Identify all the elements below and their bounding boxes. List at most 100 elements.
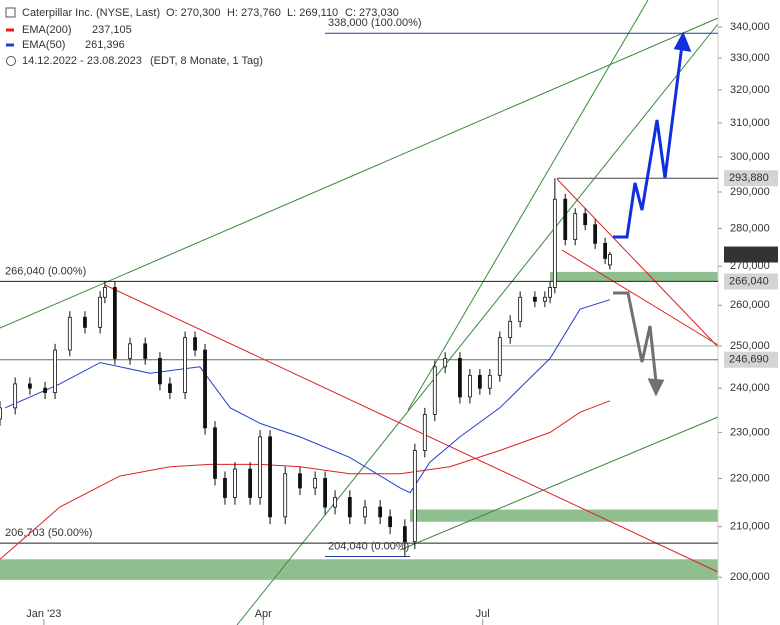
- y-tick-label: 210,000: [730, 521, 770, 533]
- candle-body: [552, 198, 557, 288]
- candle-body: [112, 287, 117, 359]
- arrow-head: [647, 378, 665, 397]
- candle-body: [533, 296, 537, 302]
- quote: L: 269,110: [287, 7, 338, 19]
- header: Caterpillar Inc. (NYSE, Last) O: 270,300…: [5, 7, 399, 67]
- details: (EDT, 8 Monate, 1 Tag): [150, 55, 263, 67]
- y-tick-label: 230,000: [730, 426, 770, 438]
- ema-line: [0, 400, 611, 560]
- price-tag-label: 273,030: [729, 248, 769, 260]
- candle-body: [583, 213, 588, 226]
- legend-value: 237,105: [92, 24, 132, 36]
- candle-body: [542, 296, 547, 302]
- price-tag: [724, 273, 778, 290]
- candle-body: [593, 224, 598, 244]
- title: Caterpillar Inc. (NYSE, Last): [22, 7, 160, 19]
- candle-body: [573, 213, 578, 240]
- trend-line: [561, 249, 719, 346]
- candle-body: [378, 506, 383, 518]
- price-tag-label: 246,690: [729, 354, 769, 366]
- date-range: 14.12.2022 - 23.08.2023: [22, 55, 142, 67]
- y-tick-label: 330,000: [730, 52, 770, 64]
- candle-body: [443, 358, 448, 368]
- candle-body: [213, 427, 217, 479]
- level-label: 204,040 (0.00%): [328, 540, 409, 552]
- y-tick-label: 300,000: [730, 151, 770, 163]
- y-tick-label: 290,000: [730, 186, 770, 198]
- y-tick-label: 250,000: [730, 340, 770, 352]
- candle-body: [223, 478, 227, 498]
- levels: 338,000 (100.00%) 266,040 (0.00%) 206,703 …: [0, 17, 718, 558]
- candle-body: [563, 198, 568, 240]
- candle-body: [603, 242, 608, 259]
- arrow-head: [673, 31, 692, 52]
- forecast-down: [613, 291, 658, 383]
- candle-body: [0, 407, 2, 420]
- candle-body: [248, 468, 253, 498]
- candle-body: [258, 436, 262, 498]
- trend-lines: [0, 0, 719, 625]
- plot: [0, 178, 612, 560]
- y-tick-label: 310,000: [730, 117, 770, 129]
- candle-body: [313, 478, 318, 489]
- icon: [5, 7, 16, 18]
- candle-body: [508, 320, 513, 339]
- candle-body: [298, 473, 302, 489]
- y-tick-label: 240,000: [730, 382, 770, 394]
- candle-body: [193, 337, 197, 351]
- candle-body: [458, 358, 462, 398]
- candle-body: [412, 450, 417, 542]
- candle-body: [608, 254, 612, 266]
- candle-body: [168, 383, 172, 393]
- candle-body: [98, 296, 103, 328]
- candle-body: [233, 468, 237, 498]
- candle-body: [333, 497, 337, 508]
- price-tag: [724, 170, 778, 187]
- candle-body: [518, 296, 523, 322]
- candle-body: [158, 358, 162, 385]
- candle-body: [13, 383, 18, 409]
- trend-line: [556, 178, 719, 348]
- y-tick-label: 200,000: [730, 571, 770, 583]
- x-tick-label: Apr: [255, 608, 272, 620]
- level-label: 206,703 (50.00%): [5, 527, 92, 539]
- candle-body: [53, 349, 57, 393]
- icon: [6, 56, 16, 66]
- level-label: 266,040 (0.00%): [5, 265, 86, 277]
- level-label: 338,000 (100.00%): [328, 17, 422, 29]
- candle-body: [497, 337, 502, 376]
- y-tick-label: 220,000: [730, 472, 770, 484]
- candle-body: [203, 349, 207, 429]
- zone: [550, 271, 718, 282]
- trend-line: [104, 284, 719, 573]
- candle-body: [347, 497, 352, 518]
- candle-body: [487, 374, 492, 389]
- x-tick-label: Jul: [476, 608, 490, 620]
- legend-label: EMA(50): [22, 39, 65, 51]
- legend-label: EMA(200): [22, 24, 72, 36]
- candle-body: [548, 287, 552, 298]
- zone: [0, 559, 718, 580]
- candle-body: [268, 436, 272, 518]
- zone: [410, 509, 718, 522]
- quote: H: 273,760: [227, 7, 281, 19]
- y-tick-label: 260,000: [730, 299, 770, 311]
- candle-body: [388, 516, 393, 528]
- trend-line: [407, 0, 649, 411]
- ema-line: [4, 299, 611, 494]
- candle-body: [432, 366, 437, 415]
- forecast-arrows: [613, 31, 692, 397]
- y-tick-label: 340,000: [730, 21, 770, 33]
- candle-body: [143, 343, 148, 359]
- candle-body: [402, 526, 407, 542]
- candle-body: [363, 506, 367, 518]
- trend-line: [0, 17, 719, 329]
- candle-body: [183, 337, 187, 393]
- zones: [0, 271, 718, 580]
- y-tick-label: 320,000: [730, 84, 770, 96]
- quote: O: 270,300: [166, 7, 220, 19]
- candle-body: [83, 316, 87, 328]
- candle-body: [67, 316, 72, 351]
- candle-body: [477, 374, 482, 389]
- candle-body: [128, 343, 132, 359]
